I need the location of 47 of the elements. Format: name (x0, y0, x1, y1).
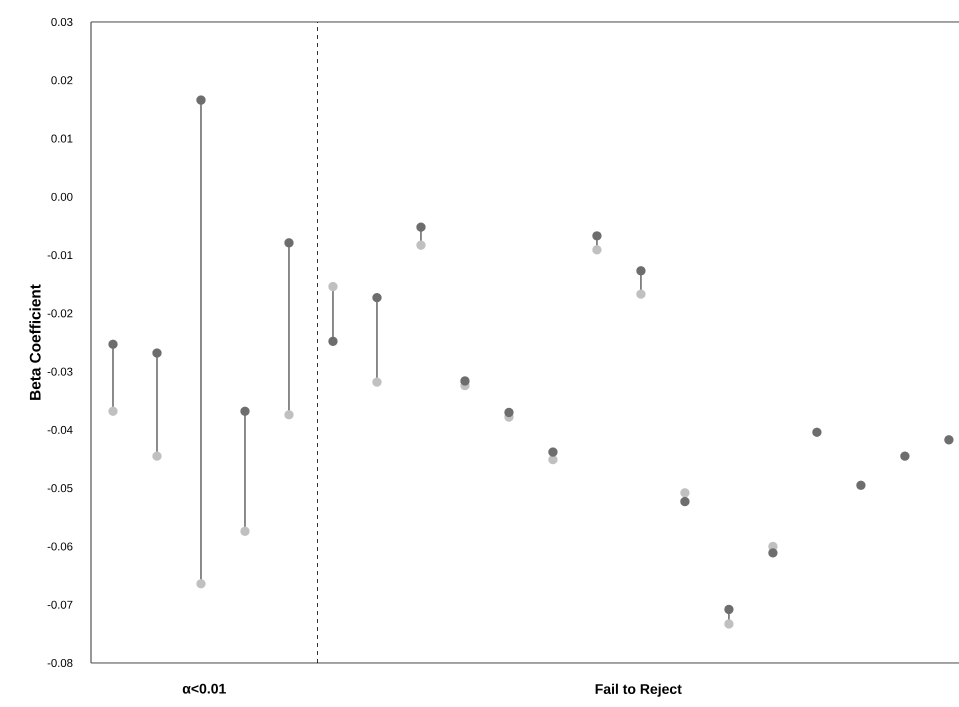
point (372, 292, 382, 302)
text: Fail to Reject (596, 684, 682, 697)
y-tick-label: -0.03 (48, 368, 72, 376)
point (196, 95, 206, 105)
point (548, 454, 558, 464)
point (152, 348, 162, 358)
y-tick-label: -0.05 (48, 484, 72, 492)
point (416, 222, 426, 232)
point (372, 377, 382, 387)
y-tick-label: -0.02 (48, 309, 72, 318)
y-tick-label: 0.03 (51, 18, 72, 26)
point (680, 496, 690, 506)
point (768, 548, 778, 558)
point (240, 526, 250, 536)
y-tick-label: -0.04 (48, 426, 73, 434)
text: α<0.01 (182, 684, 226, 694)
point (592, 231, 602, 241)
point (240, 406, 250, 416)
point (284, 410, 294, 420)
point (636, 289, 646, 299)
y-axis-title: Beta Coefficient (29, 284, 41, 400)
point (328, 282, 338, 292)
point (284, 238, 294, 248)
point (548, 447, 558, 457)
point (680, 488, 690, 498)
point (196, 579, 206, 588)
point (724, 619, 734, 629)
y-tick-label: -0.06 (48, 542, 72, 550)
point (724, 604, 734, 614)
point (900, 451, 910, 461)
point (812, 428, 822, 437)
point (856, 480, 866, 490)
point (636, 266, 646, 276)
y-tick-label: -0.07 (48, 600, 72, 609)
point (152, 451, 162, 461)
point (108, 406, 118, 416)
y-tick-label: -0.08 (48, 658, 72, 668)
point (460, 376, 470, 386)
y-tick-label: -0.01 (48, 251, 72, 260)
y-tick-label: 0.02 (51, 76, 72, 84)
point (416, 240, 426, 250)
point (328, 336, 338, 346)
y-tick-label: 0.00 (51, 192, 73, 201)
point (504, 408, 514, 418)
y-tick-label: 0.01 (51, 134, 72, 143)
point (108, 340, 118, 349)
point (592, 245, 602, 255)
